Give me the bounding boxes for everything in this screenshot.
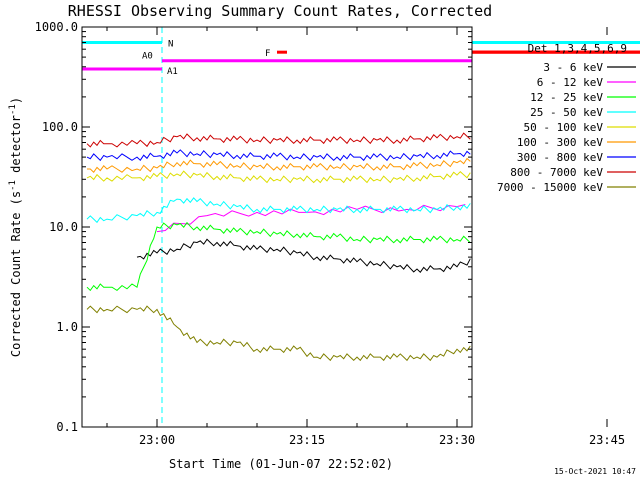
- y-axis-label-end: ): [9, 97, 23, 104]
- state-bar-label: A0: [142, 52, 153, 62]
- legend-label: 6 - 12 keV: [537, 76, 604, 89]
- y-axis-label-sup2: -1: [8, 104, 18, 115]
- x-tick-label: 23:45: [589, 433, 625, 447]
- chart-title: RHESSI Observing Summary Count Rates, Co…: [68, 2, 492, 20]
- series-line: [136, 238, 471, 273]
- y-axis-label-mid: detector: [9, 115, 23, 180]
- series-line: [86, 170, 471, 184]
- y-tick-label: 1000.0: [35, 20, 78, 34]
- legend-label: 300 - 800 keV: [517, 151, 603, 164]
- timestamp: 15-Oct-2021 10:47: [554, 467, 636, 476]
- x-tick-label: 23:15: [289, 433, 325, 447]
- legend-label: 25 - 50 keV: [530, 106, 603, 119]
- series-line: [86, 132, 471, 148]
- y-tick-label: 0.1: [56, 420, 78, 434]
- legend-label: 100 - 300 keV: [517, 136, 603, 149]
- legend: 3 - 6 keV 6 - 12 keV 12 - 25 keV 25 - 50 ke…: [497, 61, 636, 194]
- y-tick-label: 100.0: [42, 120, 78, 134]
- state-bar-label: N: [168, 39, 173, 49]
- plot-area: N A0 A1 F: [81, 27, 640, 427]
- y-tick-label: 1.0: [56, 320, 78, 334]
- series-line: [87, 157, 471, 173]
- y-tick-label: 10.0: [49, 220, 78, 234]
- legend-label: 800 - 7000 keV: [510, 166, 603, 179]
- state-bar-label: A1: [167, 67, 178, 77]
- y-axis-label-sup1: -1: [8, 180, 18, 191]
- plot-frame: [81, 26, 473, 428]
- legend-title: Det 1,3,4,5,6,9: [528, 42, 627, 55]
- y-axis-ticks: 1000.0 100.0 10.0 1.0 0.1: [35, 20, 472, 434]
- legend-label: 3 - 6 keV: [543, 61, 603, 74]
- y-axis-label-main: Corrected Count Rate (s: [9, 191, 23, 357]
- legend-label: 50 - 100 keV: [524, 121, 604, 134]
- series-line: [86, 305, 471, 362]
- series-line: [86, 149, 471, 162]
- x-tick-label: 23:30: [439, 433, 475, 447]
- x-tick-label: 23:00: [139, 433, 175, 447]
- series-line: [86, 221, 471, 292]
- y-axis-label: Corrected Count Rate (s-1 detector-1): [8, 97, 23, 357]
- series-line: [86, 197, 471, 224]
- legend-label: 7000 - 15000 keV: [497, 181, 603, 194]
- state-bar-label: F: [265, 49, 270, 59]
- series-line: [156, 204, 466, 233]
- legend-label: 12 - 25 keV: [530, 91, 603, 104]
- x-axis-label: Start Time (01-Jun-07 22:52:02): [169, 457, 393, 471]
